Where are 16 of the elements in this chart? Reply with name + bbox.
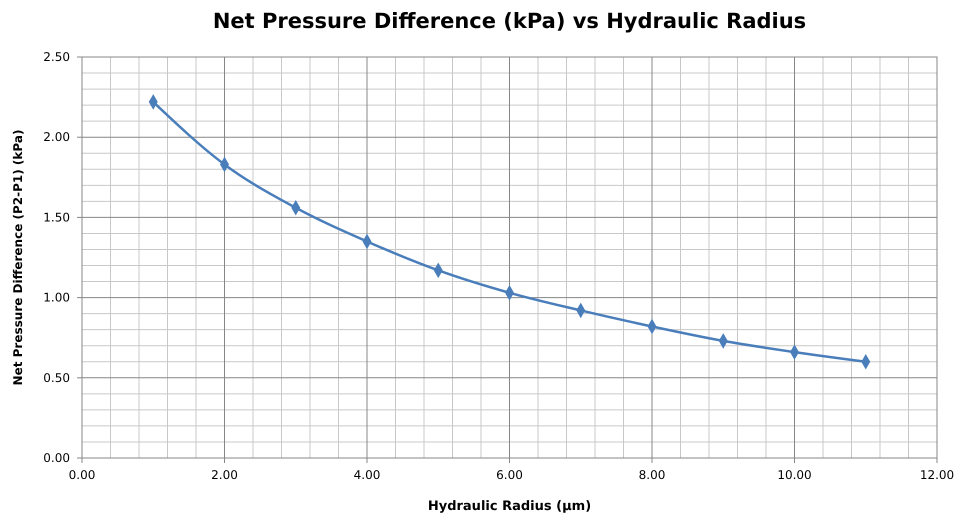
y-tick-label: 0.50: [43, 370, 70, 385]
y-tick-label: 0.00: [43, 451, 70, 465]
y-tick-label: 2.00: [43, 130, 70, 144]
x-axis-title: Hydraulic Radius (µm): [428, 499, 592, 514]
x-tick-label: 12.00: [920, 468, 954, 482]
x-tick-label: 8.00: [638, 468, 666, 482]
y-tick-label: 1.50: [43, 210, 70, 224]
y-axis-title: Net Pressure Difference (P2-P1) (kPa): [11, 130, 25, 386]
x-tick-label: 0.00: [68, 468, 96, 482]
x-tick-label: 10.00: [777, 468, 812, 482]
chart-title: Net Pressure Difference (kPa) vs Hydraulic Radius: [212, 9, 806, 33]
x-tick-label: 2.00: [211, 468, 238, 482]
x-tick-label: 4.00: [354, 468, 380, 482]
x-tick-label: 6.00: [496, 468, 523, 482]
y-tick-label: 1.00: [43, 290, 70, 305]
y-tick-label: 2.50: [43, 50, 70, 64]
